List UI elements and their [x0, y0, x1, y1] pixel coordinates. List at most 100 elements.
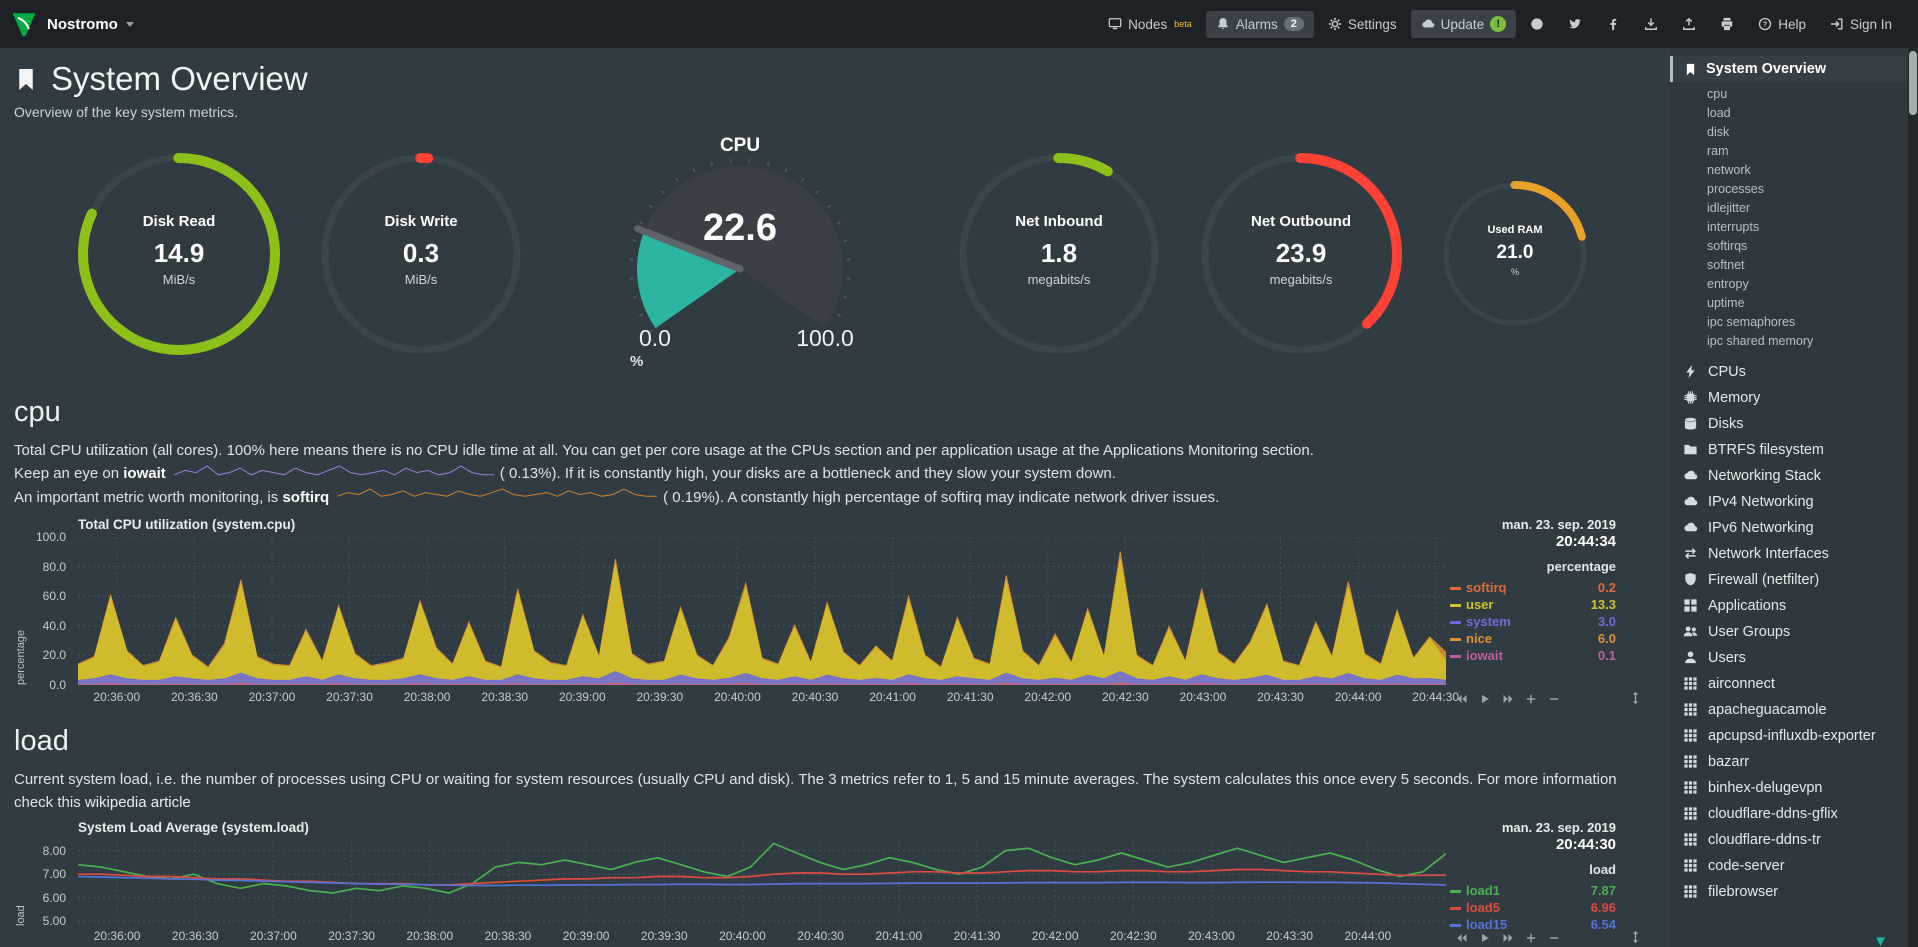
- sidebar-subitem-cpu[interactable]: cpu: [1707, 87, 1728, 101]
- sidebar-item-cloudflare-ddns-gflix[interactable]: cloudflare-ddns-gflix: [1683, 801, 1902, 827]
- node-name[interactable]: Nostromo: [47, 15, 118, 33]
- topnav-help[interactable]: ? Help: [1748, 11, 1816, 38]
- x-tick-label: 20:36:00: [93, 690, 141, 705]
- sidebar-item-cpus[interactable]: CPUs: [1683, 359, 1902, 385]
- sidebar-item-disks[interactable]: Disks: [1683, 411, 1902, 437]
- chart-resize-handle[interactable]: [1629, 929, 1642, 945]
- sidebar-item-ipv4-networking[interactable]: IPv4 Networking: [1683, 489, 1902, 515]
- sidebar-item-cloudflare-ddns-tr[interactable]: cloudflare-ddns-tr: [1683, 827, 1902, 853]
- window-scrollbar-thumb[interactable]: [1909, 51, 1917, 115]
- x-tick-label: 20:43:00: [1179, 690, 1227, 705]
- zoom-out-button[interactable]: [1548, 693, 1560, 705]
- gauge-net-outbound[interactable]: Net Outbound 23.9 megabits/s: [1198, 151, 1404, 357]
- facebook-icon: [1606, 17, 1620, 31]
- sidebar-item-applications[interactable]: Applications: [1683, 593, 1902, 619]
- sidebar-subitem-entropy[interactable]: entropy: [1707, 277, 1749, 291]
- sidebar-subitem-disk[interactable]: disk: [1707, 125, 1730, 139]
- zoom-out-button[interactable]: [1548, 932, 1560, 944]
- topnav-signin[interactable]: Sign In: [1820, 11, 1902, 38]
- sidebar-item-apcupsd-influxdb-exporter[interactable]: apcupsd-influxdb-exporter: [1683, 723, 1902, 749]
- gauge-used-ram[interactable]: Used RAM 21.0%: [1440, 179, 1590, 329]
- cloud-icon: [1683, 494, 1698, 509]
- x-tick-label: 20:36:30: [171, 690, 218, 705]
- sidebar-item-btrfs-filesystem[interactable]: BTRFS filesystem: [1683, 437, 1902, 463]
- cpu-description-line3: An important metric worth monitoring, is…: [14, 486, 1652, 510]
- gauge-net-inbound[interactable]: Net Inbound 1.8 megabits/s: [956, 151, 1162, 357]
- section-heading-load: load: [14, 725, 69, 758]
- topnav-github[interactable]: [1520, 11, 1554, 37]
- sidebar-item-filebrowser[interactable]: filebrowser: [1683, 879, 1902, 905]
- topnav-facebook[interactable]: [1596, 11, 1630, 37]
- play-button[interactable]: [1479, 932, 1491, 944]
- legend-item-load15[interactable]: load15 6.54: [1450, 916, 1616, 933]
- topnav-twitter[interactable]: [1558, 11, 1592, 37]
- disk-icon: [1683, 416, 1698, 431]
- zoom-in-button[interactable]: [1525, 932, 1537, 944]
- softirq-sparkline-chart[interactable]: [336, 486, 658, 509]
- sidebar-subitem-interrupts[interactable]: interrupts: [1707, 220, 1760, 234]
- legend-dash-icon: [1450, 621, 1461, 625]
- sidebar-item-bazarr[interactable]: bazarr: [1683, 749, 1902, 775]
- sidebar-subitem-softnet[interactable]: softnet: [1707, 258, 1745, 272]
- gauge-disk-read[interactable]: Disk Read 14.9 MiB/s: [76, 151, 282, 357]
- y-tick-label: 100.0: [35, 530, 66, 545]
- play-button[interactable]: [1479, 693, 1491, 705]
- gauge-cpu[interactable]: CPU 22.6 0.0 100.0 %: [560, 135, 920, 373]
- sidebar-subitem-processes[interactable]: processes: [1707, 182, 1764, 196]
- sidebar-item-label: apacheguacamole: [1708, 702, 1827, 718]
- topnav-update[interactable]: Update!: [1410, 10, 1517, 38]
- gauge-disk-write[interactable]: Disk Write 0.3 MiB/s: [318, 151, 524, 357]
- iowait-sparkline-chart[interactable]: [173, 463, 494, 486]
- legend-item-system[interactable]: system 3.0: [1450, 613, 1616, 630]
- sidebar-item-binhex-delugevpn[interactable]: binhex-delugevpn: [1683, 775, 1902, 801]
- sidebar-item-networking-stack[interactable]: Networking Stack: [1683, 463, 1902, 489]
- chart-resize-handle[interactable]: [1629, 690, 1642, 706]
- wikipedia-link[interactable]: wikipedia article: [84, 794, 191, 812]
- pan-backward-button[interactable]: [1456, 932, 1468, 944]
- sidebar-item-firewall-netfilter[interactable]: Firewall (netfilter): [1683, 567, 1902, 593]
- sidebar-item-ipv6-networking[interactable]: IPv6 Networking: [1683, 515, 1902, 541]
- topnav-print[interactable]: [1710, 11, 1744, 37]
- sidebar-item-memory[interactable]: Memory: [1683, 385, 1902, 411]
- topnav-settings[interactable]: Settings: [1318, 11, 1407, 38]
- legend-item-nice[interactable]: nice 6.0: [1450, 630, 1616, 647]
- pan-forward-button[interactable]: [1502, 693, 1514, 705]
- topnav-alarms[interactable]: Alarms 2: [1205, 10, 1314, 38]
- load-chart-canvas[interactable]: [78, 840, 1446, 927]
- sidebar-subitem-load[interactable]: load: [1707, 106, 1731, 120]
- legend-item-load5[interactable]: load5 6.96: [1450, 899, 1616, 916]
- zoom-in-button[interactable]: [1525, 693, 1537, 705]
- sidebar-item-code-server[interactable]: code-server: [1683, 853, 1902, 879]
- sidebar-item-user-groups[interactable]: User Groups: [1683, 619, 1902, 645]
- section-heading-cpu: cpu: [14, 396, 61, 428]
- sidebar-subitem-network[interactable]: network: [1707, 163, 1751, 177]
- sidebar-item-airconnect[interactable]: airconnect: [1683, 671, 1902, 697]
- pan-forward-button[interactable]: [1502, 932, 1514, 944]
- sidebar-subitem-uptime[interactable]: uptime: [1707, 296, 1745, 310]
- sidebar-item-apacheguacamole[interactable]: apacheguacamole: [1683, 697, 1902, 723]
- sidebar-subitem-ram[interactable]: ram: [1707, 144, 1729, 158]
- node-dropdown-caret-icon[interactable]: [125, 21, 134, 27]
- cpu-chart-canvas[interactable]: [78, 537, 1446, 686]
- legend-item-softirq[interactable]: softirq 0.2: [1450, 579, 1616, 596]
- sidebar-subitem-ipc-shared-memory[interactable]: ipc shared memory: [1707, 334, 1814, 348]
- sidebar-item-users[interactable]: Users: [1683, 645, 1902, 671]
- legend-item-iowait[interactable]: iowait 0.1: [1450, 647, 1616, 664]
- topnav-import-snapshot[interactable]: [1634, 11, 1668, 37]
- gauge-unit: megabits/s: [1027, 271, 1091, 287]
- topnav-nodes[interactable]: Nodes beta: [1098, 11, 1202, 38]
- topnav-label-alarms: Alarms: [1235, 16, 1278, 32]
- sidebar-item-network-interfaces[interactable]: Network Interfaces: [1683, 541, 1902, 567]
- cloud-icon: [1421, 17, 1435, 31]
- legend-item-load1[interactable]: load1 7.87: [1450, 882, 1616, 899]
- sidebar-subitem-ipc-semaphores[interactable]: ipc semaphores: [1707, 315, 1796, 329]
- sidebar-subitem-softirqs[interactable]: softirqs: [1707, 239, 1748, 253]
- window-scrollbar[interactable]: [1908, 48, 1918, 947]
- legend-item-user[interactable]: user 13.3: [1450, 596, 1616, 613]
- topnav-export-snapshot[interactable]: [1672, 11, 1706, 37]
- sidebar-subitem-idlejitter[interactable]: idlejitter: [1707, 201, 1751, 215]
- pan-backward-button[interactable]: [1456, 693, 1468, 705]
- legend-dash-icon: [1450, 655, 1461, 659]
- sidebar-more-indicator[interactable]: ▼: [1873, 933, 1888, 947]
- sidebar-item-system-overview[interactable]: System Overview: [1670, 56, 1906, 82]
